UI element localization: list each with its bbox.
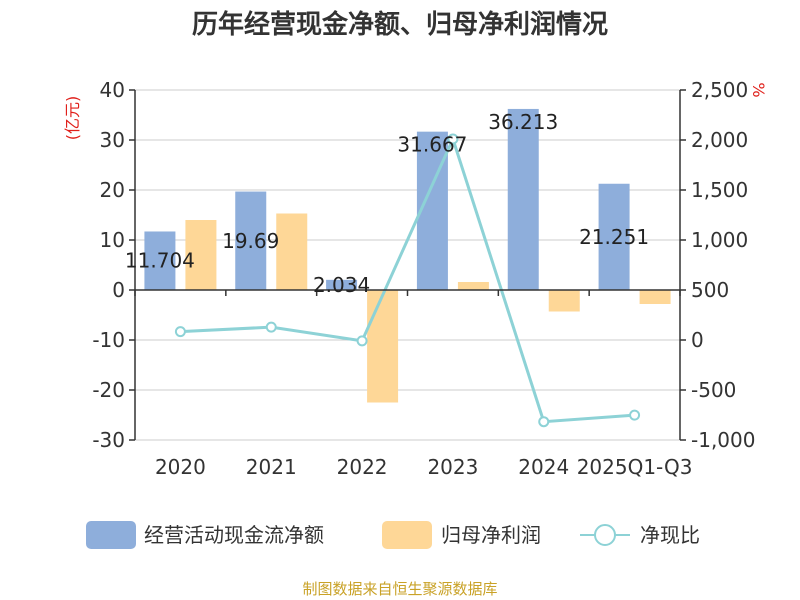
ratio-polyline — [180, 134, 635, 424]
data-label-cashflow: 31.667 — [397, 133, 467, 157]
legend-label-ratio: 净现比 — [640, 523, 700, 547]
x-tick-label: 2022 — [337, 455, 388, 479]
data-label-cashflow: 21.251 — [579, 225, 649, 249]
right-tick-label: 2,000 — [691, 128, 748, 152]
axes: 40 30 20 10 0 -10 -20 -30 2,500 2,000 1,500 1,000 50… — [92, 78, 755, 479]
source-note: 制图数据来自恒生聚源数据库 — [302, 580, 497, 598]
bar-profit — [639, 290, 671, 304]
ratio-point — [356, 335, 368, 347]
right-tick-label: -500 — [691, 378, 736, 402]
bar-cashflow — [326, 279, 358, 290]
chart-title: 历年经营现金净额、归母净利润情况 — [192, 9, 608, 40]
bar-cashflow — [507, 108, 539, 290]
right-tick-label: 2,500 — [691, 78, 748, 102]
ratio-point — [629, 409, 641, 421]
data-label-cashflow: 19.69 — [222, 229, 279, 253]
left-tick-label: 30 — [100, 128, 125, 152]
left-axis-unit: (亿元) — [63, 96, 82, 141]
legend-label-profit: 归母净利润 — [441, 523, 541, 547]
bar-profit — [276, 213, 308, 290]
bar-profit — [185, 220, 217, 290]
right-tick-label: 500 — [691, 278, 729, 302]
bar-cashflow — [598, 183, 630, 290]
left-tick-label: -30 — [92, 428, 125, 452]
right-tick-label: 0 — [691, 328, 704, 352]
right-tick-label: 1,000 — [691, 228, 748, 252]
legend-swatch-profit — [382, 521, 432, 549]
data-label-cashflow: 36.213 — [488, 110, 558, 134]
legend-label-cashflow: 经营活动现金流净额 — [144, 523, 324, 547]
legend-marker-ratio — [594, 524, 616, 546]
bars — [144, 108, 671, 403]
legend: 经营活动现金流净额 归母净利润 净现比 — [86, 521, 700, 549]
x-tick-label: 2021 — [246, 455, 297, 479]
bar-cashflow — [235, 191, 267, 290]
bar-profit — [548, 290, 580, 312]
right-tick-label: -1,000 — [691, 428, 755, 452]
ratio-line — [174, 133, 641, 428]
x-tick-label: 2023 — [427, 455, 478, 479]
data-label-cashflow: 2.034 — [313, 273, 370, 297]
bar-profit — [367, 290, 399, 403]
left-tick-label: 40 — [100, 78, 125, 102]
x-tick-label: 2024 — [518, 455, 569, 479]
data-labels: 11.704 19.69 2.034 31.667 36.213 21.251 — [125, 110, 649, 297]
bar-cashflow — [144, 231, 176, 290]
left-tick-label: 10 — [100, 228, 125, 252]
ratio-point — [447, 133, 459, 145]
bar-profit — [457, 282, 489, 290]
right-tick-label: 1,500 — [691, 178, 748, 202]
right-axis-unit: % — [749, 82, 768, 97]
left-tick-label: -10 — [92, 328, 125, 352]
x-tick-label: 2020 — [155, 455, 206, 479]
left-tick-label: -20 — [92, 378, 125, 402]
left-tick-label: 20 — [100, 178, 125, 202]
ratio-point — [265, 321, 277, 333]
ratio-point — [174, 326, 186, 338]
x-tick-label: 2025Q1-Q3 — [577, 455, 693, 479]
data-label-cashflow: 11.704 — [125, 249, 195, 273]
left-tick-label: 0 — [112, 278, 125, 302]
legend-swatch-cashflow — [86, 521, 136, 549]
ratio-point — [538, 416, 550, 428]
